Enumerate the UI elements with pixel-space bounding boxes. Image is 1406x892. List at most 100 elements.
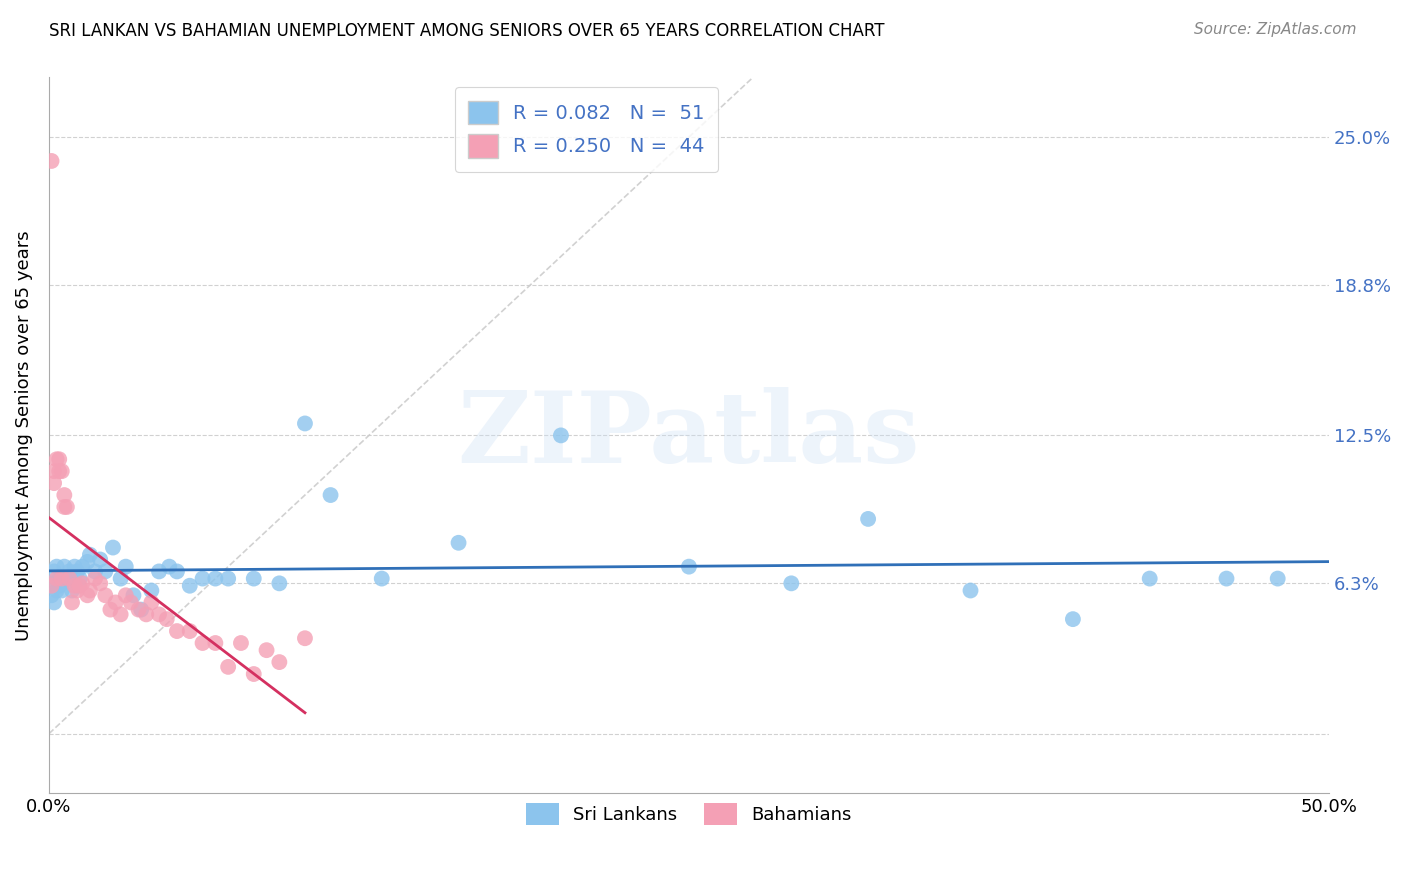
Point: [110, 572, 132, 586]
Point: [51, 576, 73, 591]
Point: [42, 595, 65, 609]
Point: [148, 565, 170, 579]
Point: [89, 576, 111, 591]
Point: [371, 572, 394, 586]
Point: [157, 559, 180, 574]
Point: [122, 588, 145, 602]
Point: [76, 588, 98, 602]
Point: [141, 583, 163, 598]
Point: [89, 552, 111, 566]
Point: [63, 579, 86, 593]
Point: [204, 636, 226, 650]
Point: [114, 559, 136, 574]
Point: [66, 565, 89, 579]
Point: [94, 588, 117, 602]
Point: [42, 565, 65, 579]
Point: [179, 579, 201, 593]
Point: [269, 655, 291, 669]
Point: [191, 572, 214, 586]
Point: [41, 153, 63, 168]
Point: [53, 500, 76, 514]
Point: [53, 559, 76, 574]
Point: [60, 583, 83, 598]
Point: [179, 624, 201, 638]
Point: [204, 572, 226, 586]
Point: [51, 464, 73, 478]
Point: [128, 602, 150, 616]
Point: [51, 583, 73, 598]
Point: [60, 595, 83, 609]
Point: [66, 583, 89, 598]
Point: [41, 588, 63, 602]
Point: [166, 624, 188, 638]
Point: [242, 667, 264, 681]
Point: [110, 607, 132, 622]
Point: [1139, 572, 1161, 586]
Point: [294, 417, 316, 431]
Point: [156, 612, 179, 626]
Point: [58, 572, 80, 586]
Point: [45, 572, 67, 586]
Text: SRI LANKAN VS BAHAMIAN UNEMPLOYMENT AMONG SENIORS OVER 65 YEARS CORRELATION CHAR: SRI LANKAN VS BAHAMIAN UNEMPLOYMENT AMON…: [49, 22, 884, 40]
Point: [70, 576, 93, 591]
Point: [63, 559, 86, 574]
Point: [856, 512, 879, 526]
Point: [148, 607, 170, 622]
Point: [45, 559, 67, 574]
Point: [135, 607, 157, 622]
Point: [269, 576, 291, 591]
Y-axis label: Unemployment Among Seniors over 65 years: Unemployment Among Seniors over 65 years: [15, 230, 32, 640]
Point: [41, 579, 63, 593]
Point: [129, 602, 152, 616]
Point: [1215, 572, 1237, 586]
Point: [48, 452, 70, 467]
Point: [79, 548, 101, 562]
Legend: Sri Lankans, Bahamians: Sri Lankans, Bahamians: [517, 795, 860, 834]
Point: [319, 488, 342, 502]
Point: [48, 464, 70, 478]
Point: [45, 452, 67, 467]
Point: [217, 660, 239, 674]
Point: [84, 572, 107, 586]
Point: [780, 576, 803, 591]
Point: [48, 572, 70, 586]
Point: [120, 595, 142, 609]
Point: [42, 476, 65, 491]
Point: [100, 602, 122, 616]
Point: [41, 576, 63, 591]
Point: [56, 500, 79, 514]
Point: [51, 572, 73, 586]
Point: [42, 464, 65, 478]
Text: Source: ZipAtlas.com: Source: ZipAtlas.com: [1194, 22, 1357, 37]
Text: ZIPatlas: ZIPatlas: [458, 387, 920, 483]
Point: [69, 572, 91, 586]
Point: [166, 565, 188, 579]
Point: [48, 579, 70, 593]
Point: [114, 588, 136, 602]
Point: [84, 565, 107, 579]
Point: [191, 636, 214, 650]
Point: [242, 572, 264, 586]
Point: [76, 555, 98, 569]
Point: [550, 428, 572, 442]
Point: [104, 595, 127, 609]
Point: [294, 632, 316, 646]
Point: [447, 535, 470, 549]
Point: [94, 565, 117, 579]
Point: [79, 583, 101, 598]
Point: [229, 636, 252, 650]
Point: [678, 559, 700, 574]
Point: [58, 565, 80, 579]
Point: [70, 559, 93, 574]
Point: [959, 583, 981, 598]
Point: [141, 595, 163, 609]
Point: [217, 572, 239, 586]
Point: [56, 572, 79, 586]
Point: [101, 541, 124, 555]
Point: [1062, 612, 1084, 626]
Point: [45, 583, 67, 598]
Point: [69, 579, 91, 593]
Point: [53, 488, 76, 502]
Point: [1267, 572, 1289, 586]
Point: [256, 643, 278, 657]
